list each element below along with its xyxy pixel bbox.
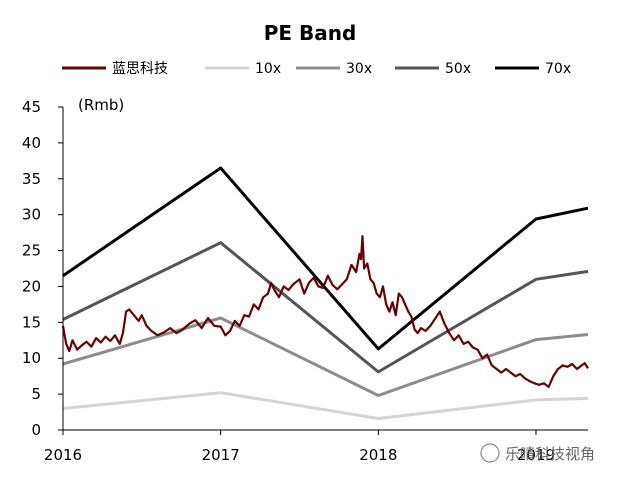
axes	[62, 107, 588, 431]
y-tick-label: 45	[22, 98, 41, 116]
chart-title: PE Band	[264, 21, 357, 45]
y-tick-label: 5	[31, 385, 41, 403]
legend-label: 70x	[545, 61, 571, 77]
legend-label: 30x	[346, 61, 372, 77]
y-tick-label: 35	[22, 170, 41, 188]
series-line-30x	[62, 316, 589, 397]
y-ticks: 0 5 10 15 20 25 30 35 40 45	[22, 98, 63, 439]
x-tick-label: 2018	[359, 446, 397, 464]
legend-label: 蓝思科技	[112, 61, 168, 77]
y-tick-label: 40	[22, 134, 41, 152]
y-tick-label: 25	[22, 242, 41, 260]
y-axis-unit: (Rmb)	[78, 96, 124, 114]
series-line-70x	[62, 166, 589, 351]
y-tick-label: 10	[22, 349, 41, 367]
y-tick-label: 20	[22, 277, 41, 295]
y-tick-label: 30	[22, 206, 41, 224]
series-line-10x	[62, 391, 589, 420]
watermark-text: 乐晴科技视角	[505, 445, 595, 463]
y-tick-label: 0	[31, 421, 41, 439]
series-line-stock-price	[61, 235, 589, 388]
series-layer	[61, 166, 589, 420]
x-ticks: 2016 2017 2018 2019	[44, 430, 555, 464]
x-tick-label: 2019	[517, 446, 555, 464]
series-line-50x	[62, 241, 589, 374]
x-tick-label: 2016	[44, 446, 82, 464]
legend-label: 10x	[255, 61, 281, 77]
watermark: 乐晴科技视角	[480, 443, 595, 463]
y-tick-label: 15	[22, 313, 41, 331]
legend: 蓝思科技 10x 30x 50x 70x	[62, 61, 571, 77]
wechat-icon	[480, 443, 500, 463]
legend-label: 50x	[445, 61, 471, 77]
x-tick-label: 2017	[202, 446, 240, 464]
